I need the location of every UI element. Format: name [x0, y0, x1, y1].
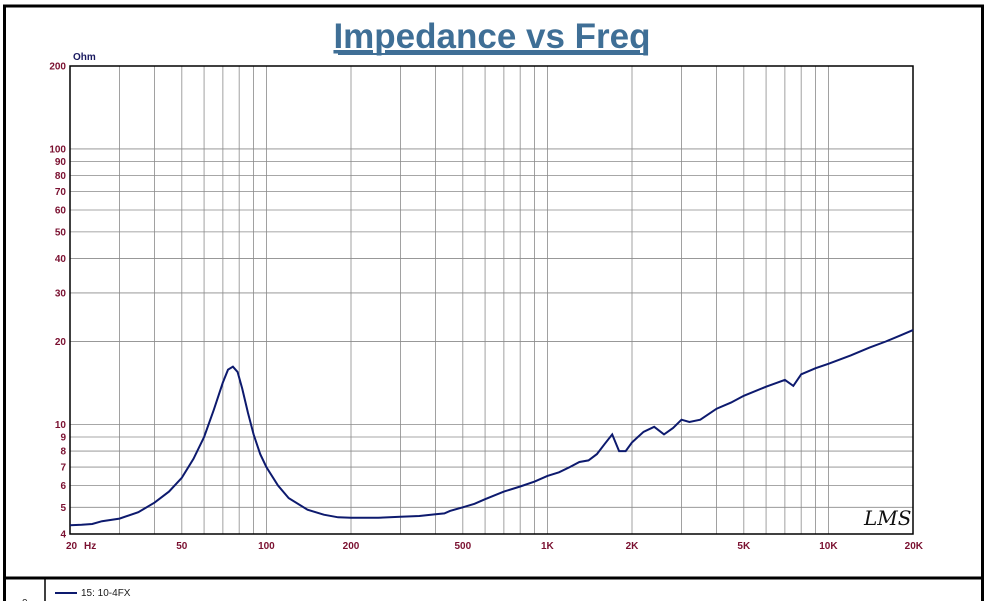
y-tick-label: 4	[60, 530, 66, 541]
y-tick-label: 60	[55, 206, 67, 217]
y-tick-label: 10	[55, 420, 67, 431]
outer-frame	[3, 4, 984, 580]
x-tick-label: 20K	[905, 541, 924, 552]
y-tick-label: 80	[55, 171, 67, 182]
legend-panel	[3, 576, 984, 601]
y-tick-label: 20	[55, 337, 67, 348]
legend-number: 0	[22, 598, 28, 601]
y-tick-label: 50	[55, 227, 67, 238]
grid-lines	[70, 66, 913, 534]
legend-series-name: 15: 10-4FX	[81, 588, 131, 599]
x-tick-label: 20	[66, 541, 78, 552]
y-axis-unit: Ohm	[73, 52, 96, 63]
x-tick-label: 1K	[541, 541, 555, 552]
x-axis-unit: Hz	[84, 541, 96, 552]
x-tick-label: 50	[176, 541, 188, 552]
x-tick-labels: 20 50 100 200 500 1K 2K 5K 10K 20K	[66, 541, 924, 552]
y-tick-label: 40	[55, 254, 67, 265]
y-tick-label: 8	[60, 447, 66, 458]
y-tick-labels: 4 5 6 7 8 910 20 30 40 50 60 70 80 90 100 200	[49, 62, 66, 541]
x-tick-label: 500	[454, 541, 471, 552]
x-tick-label: 200	[343, 541, 360, 552]
x-tick-label: 10K	[819, 541, 838, 552]
chart-title: Impedance vs Freq	[333, 17, 650, 56]
y-tick-label: 5	[60, 503, 66, 514]
lms-watermark: LMS	[863, 506, 911, 530]
y-tick-label: 6	[60, 481, 66, 492]
plot-border	[69, 65, 914, 535]
y-tick-label: 200	[49, 62, 66, 73]
y-tick-label: 9	[60, 432, 66, 443]
y-tick-label: 90	[55, 157, 67, 168]
impedance-series-line	[69, 329, 914, 527]
y-tick-label: 70	[55, 187, 67, 198]
y-tick-label: 7	[60, 463, 66, 474]
y-tick-label: 30	[55, 288, 67, 299]
x-tick-label: 100	[258, 541, 275, 552]
x-tick-label: 5K	[737, 541, 751, 552]
x-tick-label: 2K	[626, 541, 640, 552]
y-tick-label: 100	[49, 144, 66, 155]
